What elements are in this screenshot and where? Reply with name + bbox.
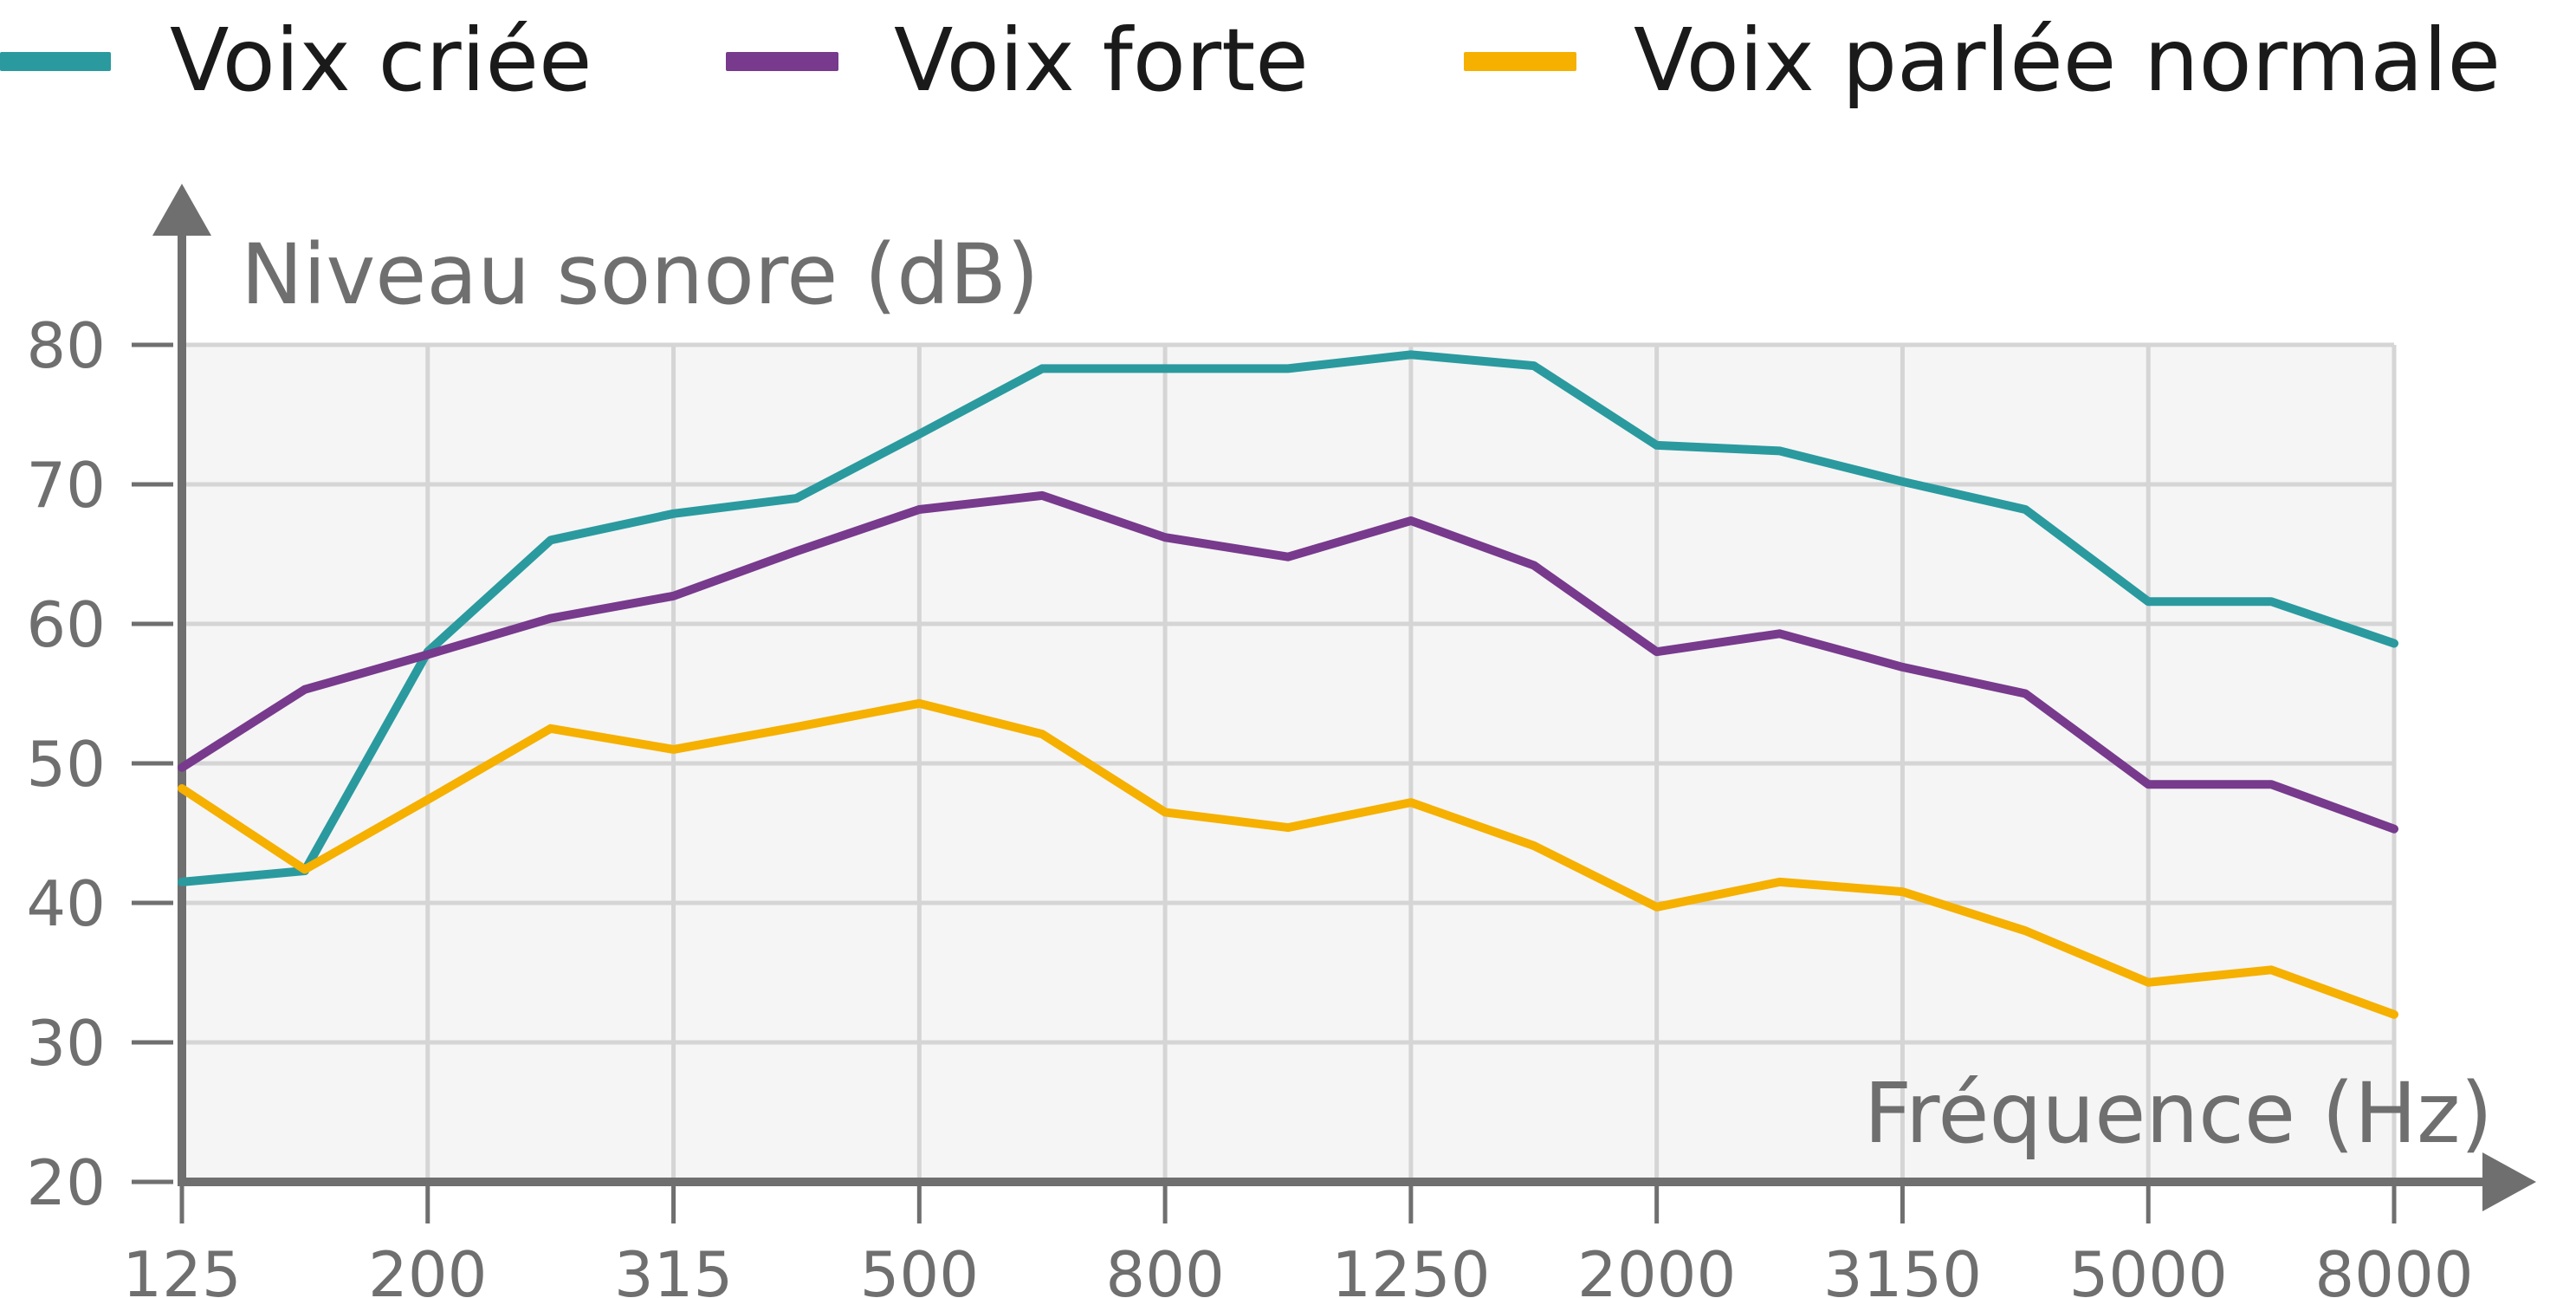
y-tick-label: 80 bbox=[26, 309, 106, 382]
y-axis-arrow bbox=[152, 184, 211, 236]
y-tick-label: 40 bbox=[26, 867, 106, 940]
x-tick-label: 2000 bbox=[1577, 1238, 1736, 1298]
x-tick-label: 800 bbox=[1105, 1238, 1224, 1298]
x-tick-label: 500 bbox=[860, 1238, 979, 1298]
y-axis-title: Niveau sonore (dB) bbox=[241, 226, 1039, 323]
y-ticks: 20 30 40 50 60 70 80 bbox=[26, 309, 173, 1219]
x-tick-label: 1250 bbox=[1331, 1238, 1490, 1298]
legend-label-voix-forte: Voix forte bbox=[894, 10, 1309, 111]
series-line-voix-forte bbox=[178, 490, 2398, 834]
series-group bbox=[178, 350, 2398, 1019]
legend-swatch-voix-criee bbox=[0, 52, 111, 71]
legend: Voix criée Voix forte Voix parlée normal… bbox=[0, 10, 2501, 111]
series-line-voix-parlee-normale bbox=[178, 698, 2398, 1019]
legend-label-voix-parlee-normale: Voix parlée normale bbox=[1634, 10, 2501, 111]
x-axis-arrow bbox=[2482, 1152, 2536, 1211]
legend-item-voix-parlee-normale: Voix parlée normale bbox=[1464, 10, 2501, 111]
x-tick-label: 200 bbox=[368, 1238, 487, 1298]
x-ticks: 125 200 315 500 800 1250 2000 3150 5000 8000 bbox=[122, 1185, 2474, 1298]
x-tick-label: 315 bbox=[614, 1238, 733, 1298]
y-tick-label: 70 bbox=[26, 449, 106, 522]
axes bbox=[152, 184, 2536, 1211]
legend-swatch-voix-forte bbox=[726, 52, 838, 71]
legend-item-voix-forte: Voix forte bbox=[726, 10, 1309, 111]
x-tick-label: 5000 bbox=[2069, 1238, 2228, 1298]
series-line-voix-criee bbox=[178, 350, 2398, 886]
x-tick-label: 8000 bbox=[2314, 1238, 2473, 1298]
x-tick-label: 125 bbox=[122, 1238, 241, 1298]
y-tick-label: 50 bbox=[26, 728, 106, 801]
x-axis-title: Fréquence (Hz) bbox=[1864, 1065, 2493, 1162]
y-tick-label: 60 bbox=[26, 588, 106, 661]
legend-item-voix-criee: Voix criée bbox=[0, 10, 592, 111]
legend-swatch-voix-parlee-normale bbox=[1464, 52, 1576, 71]
legend-label-voix-criee: Voix criée bbox=[170, 10, 592, 111]
y-tick-label: 20 bbox=[26, 1146, 106, 1219]
grid bbox=[182, 342, 2397, 1182]
x-tick-label: 3150 bbox=[1823, 1238, 1982, 1298]
y-tick-label: 30 bbox=[26, 1007, 106, 1080]
